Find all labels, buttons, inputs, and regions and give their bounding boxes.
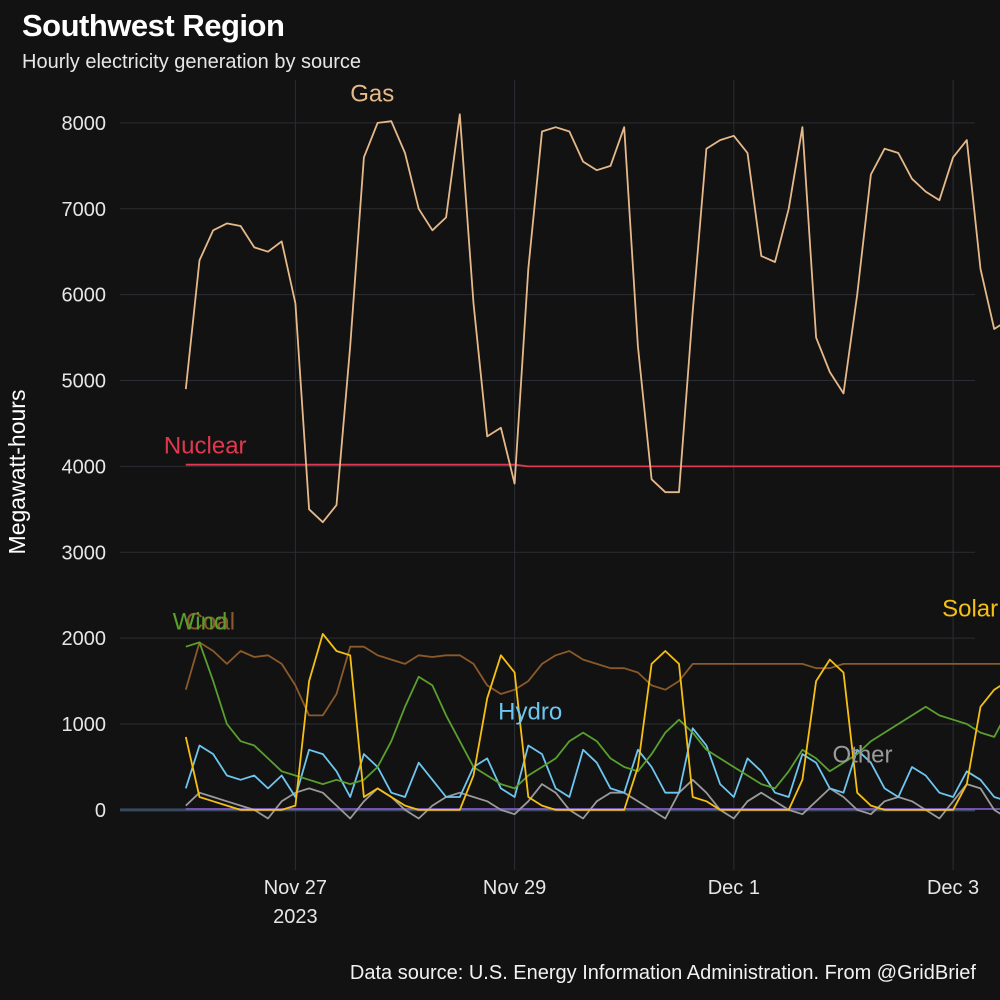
y-tick-label: 8000 [62, 113, 107, 135]
y-tick-label: 4000 [62, 456, 107, 478]
series-label-coal: Coal [186, 609, 235, 636]
y-tick-label: 7000 [62, 199, 107, 221]
series-line-coal [184, 641, 1000, 717]
series-line-other [185, 778, 1000, 820]
x-tick-label: Dec 3 [927, 877, 979, 899]
chart-title: Southwest Region [22, 8, 285, 43]
chart-subtitle: Hourly electricity generation by source [22, 51, 362, 73]
x-axis-ticks: Nov 27 2023 Nov 29 Dec 1 Dec 3 [264, 877, 980, 928]
y-tick-label: 0 [95, 800, 106, 822]
y-tick-label: 5000 [62, 371, 107, 393]
y-axis-label: Megawatt-hours [4, 390, 30, 555]
series-line-gas [184, 113, 1000, 524]
series-label-gas: Gas [350, 80, 394, 107]
y-axis-ticks: 0 1000 2000 3000 4000 5000 6000 7000 8000 [62, 113, 107, 822]
x-tick-label: Dec 1 [708, 877, 760, 899]
y-tick-label: 6000 [62, 285, 107, 307]
x-tick-label: Nov 27 [264, 877, 327, 899]
x-tick-label: Nov 29 [483, 877, 546, 899]
y-tick-label: 3000 [62, 542, 107, 564]
series-label-wind: Wind [173, 609, 228, 636]
series-label-other: Other [833, 742, 893, 769]
series-label-hydro: Hydro [498, 699, 562, 726]
y-tick-label: 1000 [62, 714, 107, 736]
series-label-solar: Solar [942, 596, 998, 623]
x-tick-sublabel: 2023 [273, 906, 318, 928]
series-lines [184, 113, 1000, 820]
series-line-nuclear [185, 463, 1000, 468]
source-caption: Data source: U.S. Energy Information Adm… [349, 962, 976, 984]
y-tick-label: 2000 [62, 628, 107, 650]
series-label-nuclear: Nuclear [164, 433, 247, 460]
series-line-solar [184, 633, 1000, 811]
series-line-wind [185, 641, 1000, 790]
